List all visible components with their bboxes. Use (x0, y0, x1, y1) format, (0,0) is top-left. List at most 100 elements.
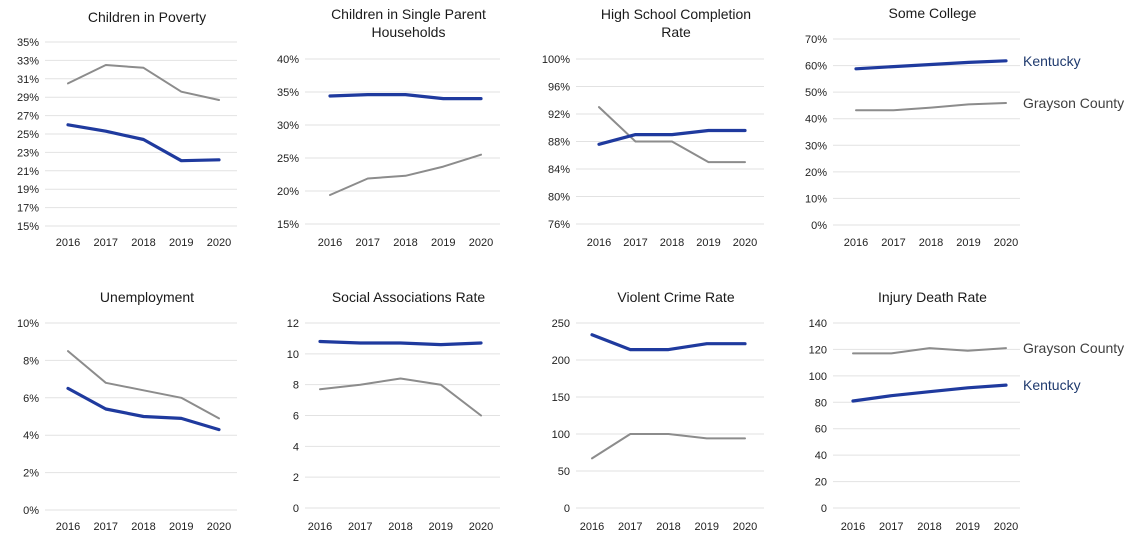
x-tick-label: 2020 (994, 521, 1018, 533)
y-tick-label: 27% (17, 111, 39, 123)
x-tick-label: 2017 (623, 237, 647, 249)
y-tick-label: 33% (17, 55, 39, 67)
y-tick-label: 10% (805, 193, 827, 205)
chart-title: Unemployment (100, 289, 194, 305)
chart-children-in-poverty: Children in Poverty 35% 33% 31% 29% 27% 25% 23%… (17, 9, 237, 249)
series-line-grayson-county (67, 350, 220, 420)
y-tick-label: 8% (23, 355, 39, 367)
y-tick-label: 21% (17, 166, 39, 178)
y-tick-label: 15% (17, 221, 39, 233)
x-tick-label: 2018 (131, 237, 155, 249)
y-tick-label: 250 (552, 318, 570, 330)
y-tick-label: 150 (552, 392, 570, 404)
y-tick-label: 0% (23, 505, 39, 517)
x-tick-label: 2020 (733, 521, 757, 533)
y-tick-label: 6 (293, 411, 299, 423)
chart-title: Children in Poverty (88, 9, 206, 25)
y-tick-label: 25% (17, 129, 39, 141)
y-tick-label: 31% (17, 74, 39, 86)
chart-title: Children in Single Parent (331, 6, 486, 22)
chart-social-associations-rate: Social Associations Rate 12 10 8 6 4 2 0 2016 201… (287, 289, 500, 533)
series-label-grayson-county: Grayson County (1023, 95, 1124, 111)
y-tick-label: 80% (548, 192, 570, 204)
chart-title: Households (372, 24, 446, 40)
y-tick-label: 17% (17, 203, 39, 215)
series-line-kentucky (851, 383, 1008, 403)
x-tick-label: 2020 (207, 237, 231, 249)
x-tick-label: 2018 (393, 237, 417, 249)
x-tick-label: 2016 (587, 237, 611, 249)
y-tick-label: 30% (805, 140, 827, 152)
y-tick-label: 0% (811, 220, 827, 232)
y-tick-label: 20 (815, 477, 827, 489)
x-tick-label: 2017 (618, 521, 642, 533)
y-tick-label: 2 (293, 472, 299, 484)
x-tick-label: 2018 (656, 521, 680, 533)
series-line-kentucky (328, 92, 483, 101)
x-tick-label: 2017 (348, 521, 372, 533)
series-label-kentucky: Kentucky (1023, 53, 1081, 69)
x-tick-label: 2019 (169, 521, 193, 533)
x-tick-label: 2017 (94, 237, 118, 249)
chart-injury-death-rate: Injury Death Rate 140 120 100 80 60 40 20 0 2016 2… (809, 289, 1125, 533)
x-tick-label: 2019 (169, 237, 193, 249)
y-tick-label: 50 (558, 466, 570, 478)
x-tick-label: 2020 (733, 237, 757, 249)
x-tick-label: 2016 (56, 237, 80, 249)
y-tick-label: 29% (17, 92, 39, 104)
series-line-grayson-county (319, 377, 482, 417)
series-line-kentucky (597, 128, 747, 146)
x-tick-label: 2020 (207, 521, 231, 533)
x-tick-label: 2017 (881, 237, 905, 249)
y-tick-label: 84% (548, 164, 570, 176)
x-tick-label: 2017 (879, 521, 903, 533)
y-tick-label: 10 (287, 349, 299, 361)
y-tick-label: 70% (805, 34, 827, 46)
y-tick-label: 200 (552, 355, 570, 367)
x-tick-label: 2018 (388, 521, 412, 533)
x-tick-label: 2019 (695, 521, 719, 533)
y-tick-label: 60% (805, 61, 827, 73)
series-line-grayson-county (852, 347, 1007, 355)
y-tick-label: 35% (277, 87, 299, 99)
series-label-kentucky: Kentucky (1023, 377, 1081, 393)
y-tick-label: 8 (293, 380, 299, 392)
y-tick-label: 120 (809, 344, 827, 356)
y-tick-label: 100 (809, 371, 827, 383)
chart-title: Social Associations Rate (332, 289, 486, 305)
x-tick-label: 2017 (356, 237, 380, 249)
series-line-grayson-county (591, 433, 746, 460)
x-tick-label: 2016 (844, 237, 868, 249)
x-tick-label: 2016 (318, 237, 342, 249)
chart-title: Injury Death Rate (878, 289, 987, 305)
y-tick-label: 0 (821, 503, 827, 515)
y-tick-label: 2% (23, 468, 39, 480)
y-tick-label: 0 (293, 503, 299, 515)
y-tick-label: 20% (277, 186, 299, 198)
series-label-grayson-county: Grayson County (1023, 340, 1124, 356)
series-line-kentucky (590, 333, 747, 352)
x-tick-label: 2016 (841, 521, 865, 533)
series-line-grayson-county (598, 106, 746, 164)
y-tick-label: 23% (17, 147, 39, 159)
chart-high-school-completion-rate: High School Completion Rate 100% 96% 92% 88% 8… (542, 6, 764, 249)
series-line-grayson-county (329, 153, 482, 196)
x-tick-label: 2019 (431, 237, 455, 249)
x-tick-label: 2018 (919, 237, 943, 249)
x-tick-label: 2020 (469, 237, 493, 249)
y-tick-label: 100 (552, 429, 570, 441)
x-tick-label: 2018 (660, 237, 684, 249)
y-tick-label: 76% (548, 219, 570, 231)
series-line-kentucky (66, 123, 221, 163)
y-tick-label: 40% (805, 114, 827, 126)
chart-title: Rate (661, 24, 691, 40)
series-line-grayson-county (67, 64, 220, 101)
series-line-grayson-county (855, 102, 1007, 112)
chart-unemployment: Unemployment 10% 8% 6% 4% 2% 0% 2016 2017 2018 201… (17, 289, 237, 533)
series-line-kentucky (318, 339, 483, 347)
y-tick-label: 96% (548, 82, 570, 94)
y-tick-label: 12 (287, 318, 299, 330)
y-tick-label: 35% (17, 37, 39, 49)
x-tick-label: 2020 (469, 521, 493, 533)
